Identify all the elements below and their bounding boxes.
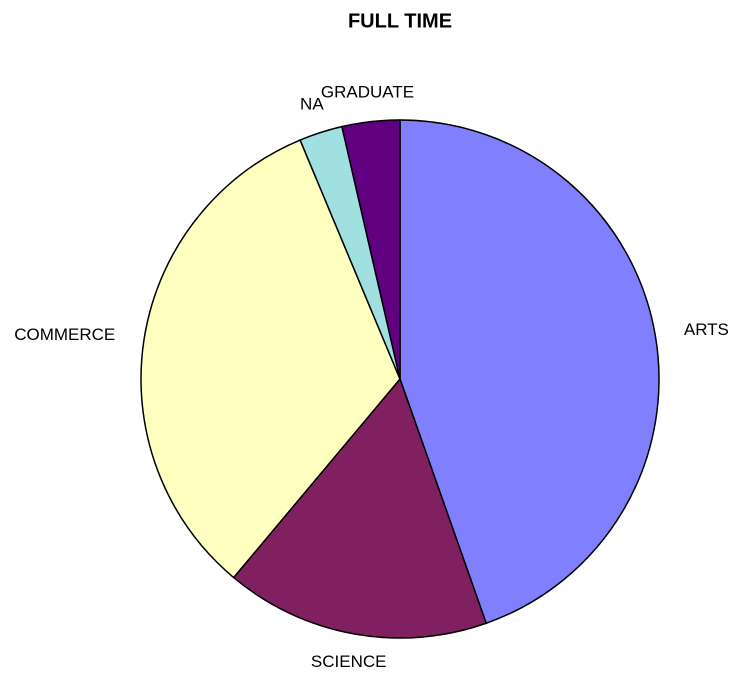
slice-label: SCIENCE: [311, 652, 387, 671]
pie-slice: [140, 139, 401, 579]
pie-slice: [341, 119, 401, 380]
pie-slice: [399, 119, 660, 625]
pie-slice: [232, 377, 488, 639]
slice-label: COMMERCE: [14, 325, 115, 344]
slice-label: ARTS: [684, 320, 729, 339]
slice-label: GRADUATE: [321, 82, 414, 101]
chart-title: FULL TIME: [348, 10, 452, 32]
slice-label: NA: [300, 94, 324, 113]
